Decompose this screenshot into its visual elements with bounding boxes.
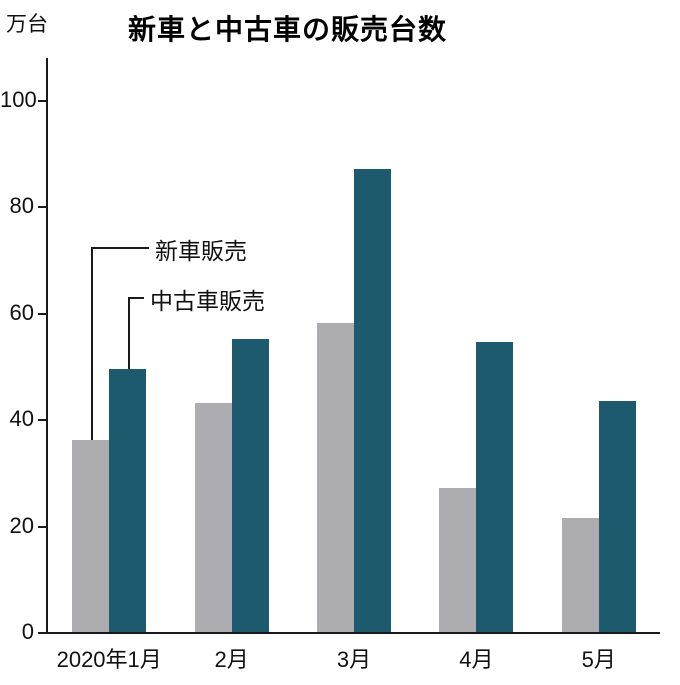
legend-label-used-car-sales: 中古車販売 (150, 288, 265, 314)
y-tick-label: 20 (9, 512, 34, 538)
bar-used-car-sales (109, 368, 147, 632)
bar-new-car-sales (439, 488, 477, 632)
y-tick-label: 100 (0, 87, 37, 112)
bar-new-car-sales (72, 440, 110, 632)
x-tick-label: 3月 (336, 647, 372, 672)
callout-line-vertical (127, 297, 130, 369)
bar-used-car-sales (598, 400, 636, 632)
y-tick-label: 60 (9, 299, 34, 325)
callout-line-vertical (90, 247, 93, 441)
bar-new-car-sales (194, 403, 232, 632)
legend-label-new-car-sales: 新車販売 (155, 238, 247, 264)
y-tick-label: 40 (9, 406, 34, 432)
bar-used-car-sales (354, 169, 391, 632)
y-tick-mark (38, 419, 47, 422)
y-tick-label: 80 (9, 193, 34, 219)
bar-used-car-sales (231, 339, 269, 632)
x-tick-label: 2020年1月 (56, 647, 162, 672)
chart-title: 新車と中古車の販売台数 (128, 14, 448, 45)
y-tick-label: 0 (21, 619, 34, 644)
x-tick-label: 2月 (214, 647, 249, 672)
callout-line-horizontal (90, 247, 149, 249)
y-tick-mark (38, 632, 47, 634)
bar-new-car-sales (561, 517, 599, 632)
bar-used-car-sales (476, 342, 514, 632)
y-axis-line (46, 58, 48, 634)
y-axis-unit-label: 万台 (6, 13, 48, 36)
x-tick-label: 4月 (459, 647, 494, 672)
y-tick-mark (38, 100, 47, 102)
callout-line-horizontal (127, 297, 144, 299)
y-tick-mark (38, 206, 47, 209)
x-tick-label: 5月 (581, 647, 616, 672)
bar-new-car-sales (317, 323, 354, 632)
y-tick-mark (38, 312, 47, 315)
x-axis-line (46, 632, 660, 634)
y-tick-mark (38, 525, 47, 528)
